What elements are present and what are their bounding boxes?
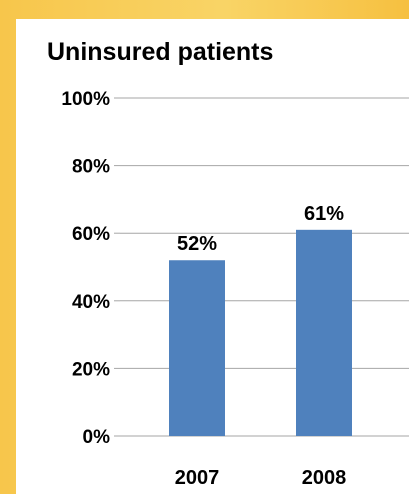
y-tick-label: 100% [61, 89, 110, 110]
y-tick-label: 20% [72, 359, 110, 380]
bar-2008 [296, 229, 352, 436]
bar-2007 [169, 260, 225, 436]
bars [169, 229, 352, 436]
y-tick-label: 80% [72, 157, 110, 178]
data-label-2007: 52% [177, 233, 217, 255]
x-category-label-2007: 2007 [175, 467, 220, 489]
y-tick-label: 40% [72, 292, 110, 313]
data-label-2008: 61% [304, 203, 344, 225]
gridlines [114, 97, 409, 437]
y-tick-label: 60% [72, 224, 110, 245]
chart-panel: Uninsured patients 0% 20% 40% 60% 80% 100% 52%… [16, 19, 409, 494]
y-tick-label: 0% [83, 427, 111, 448]
chart-title: Uninsured patients [47, 38, 274, 66]
bar-chart: 0% 20% 40% 60% 80% 100% 52% 2007 61% 2008 [61, 89, 409, 489]
labels: 0% 20% 40% 60% 80% 100% 52% 2007 61% 2008 [61, 89, 346, 489]
x-category-label-2008: 2008 [302, 467, 347, 489]
